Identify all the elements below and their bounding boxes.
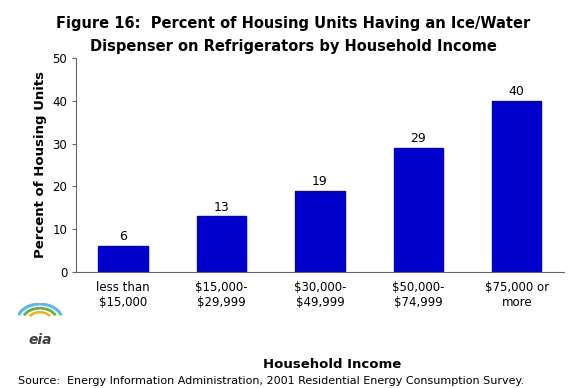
Text: 19: 19 [312, 175, 328, 188]
Text: 6: 6 [119, 230, 127, 243]
Text: 40: 40 [509, 85, 525, 98]
Bar [492, 101, 541, 272]
Bar [99, 246, 148, 272]
Text: 29: 29 [410, 132, 426, 145]
Text: eia: eia [28, 333, 52, 347]
Text: Household Income: Household Income [262, 357, 401, 371]
Text: 13: 13 [214, 201, 230, 213]
Bar [394, 148, 443, 272]
Text: Source:  Energy Information Administration, 2001 Residential Energy Consumption : Source: Energy Information Administratio… [18, 376, 524, 386]
Text: Dispenser on Refrigerators by Household Income: Dispenser on Refrigerators by Household … [90, 39, 497, 54]
Y-axis label: Percent of Housing Units: Percent of Housing Units [34, 71, 47, 258]
Bar [295, 191, 345, 272]
Text: Figure 16:  Percent of Housing Units Having an Ice/Water: Figure 16: Percent of Housing Units Havi… [56, 16, 531, 31]
Bar [197, 216, 246, 272]
